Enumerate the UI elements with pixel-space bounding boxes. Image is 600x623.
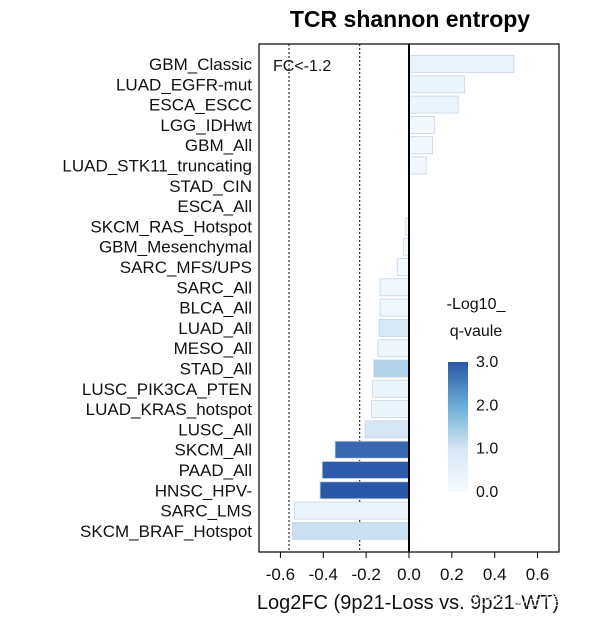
x-tick-label: 0.4: [483, 565, 507, 584]
bar: [321, 461, 410, 479]
category-label: SARC_LMS: [160, 502, 252, 521]
category-label: LUSC_All: [178, 420, 252, 439]
category-label: LUAD_STK11_truncating: [62, 157, 252, 176]
x-tick-label: -0.6: [266, 565, 295, 584]
bar: [408, 136, 433, 155]
category-label: LUAD_KRAS_hotspot: [86, 400, 253, 419]
plot-area: FC<-1.2: [258, 43, 560, 553]
bar: [408, 75, 466, 94]
x-axis-label: Log2FC (9p21-Loss vs. 9p21-WT): [257, 592, 559, 614]
category-label: LUAD_All: [178, 319, 252, 338]
bar: [372, 379, 410, 398]
legend-tick-label: 2.0: [476, 397, 498, 414]
category-label: STAD_All: [180, 360, 252, 379]
chart-title: TCR shannon entropy: [290, 6, 530, 32]
category-label: SKCM_RAS_Hotspot: [90, 217, 252, 236]
bar: [379, 298, 410, 317]
category-label: GBM_Mesenchymal: [99, 238, 252, 257]
category-label: LUAD_EGFR-mut: [116, 75, 252, 94]
category-label: GBM_All: [185, 136, 252, 155]
bar: [293, 501, 410, 520]
legend-tick-label: 0.0: [476, 484, 498, 501]
category-label: MESO_All: [174, 339, 252, 358]
legend-tick-label: 1.0: [476, 441, 498, 458]
bar: [408, 156, 427, 175]
legend-title-line1: -Log10_: [447, 296, 507, 313]
bar: [378, 318, 410, 337]
x-tick-label: 0.2: [440, 565, 464, 584]
x-tick-label: 0.0: [397, 565, 421, 584]
category-label: HNSC_HPV-: [155, 481, 252, 500]
watermark: 知乎 @生信阿不: [471, 590, 595, 610]
bar: [373, 359, 410, 378]
bar: [364, 420, 410, 439]
category-label: GBM_Classic: [149, 55, 252, 74]
bar: [291, 522, 410, 540]
category-label: ESCA_ESCC: [149, 96, 252, 115]
x-tick-label: 0.6: [526, 565, 550, 584]
bar: [377, 339, 410, 358]
fc-annotation: FC<-1.2: [273, 58, 331, 75]
bar: [379, 278, 410, 297]
category-label: PAAD_All: [179, 461, 252, 480]
bar: [408, 55, 515, 73]
bar: [319, 481, 410, 500]
color-legend: -Log10_ q-vaule 3.0 2.0 1.0 0.0: [447, 296, 507, 501]
category-label: LGG_IDHwt: [160, 116, 252, 135]
legend-colorbar: [448, 362, 468, 492]
x-tick-label: -0.2: [351, 565, 380, 584]
category-label: SARC_MFS/UPS: [120, 258, 252, 277]
legend-title-line2: q-vaule: [450, 323, 503, 340]
category-label: BLCA_All: [179, 299, 252, 318]
category-label: LUSC_PIK3CA_PTEN: [82, 380, 252, 399]
x-tick-label: -0.4: [309, 565, 338, 584]
legend-tick-label: 3.0: [476, 354, 498, 371]
category-label: SARC_All: [176, 278, 252, 297]
bar: [396, 258, 410, 276]
category-label: STAD_CIN: [169, 177, 252, 196]
bar: [408, 116, 436, 134]
bar: [371, 400, 410, 419]
category-label: ESCA_All: [177, 197, 252, 216]
bar: [408, 95, 459, 114]
bar: [334, 440, 410, 459]
category-label: SKCM_BRAF_Hotspot: [80, 522, 252, 541]
category-label: SKCM_All: [175, 441, 252, 460]
